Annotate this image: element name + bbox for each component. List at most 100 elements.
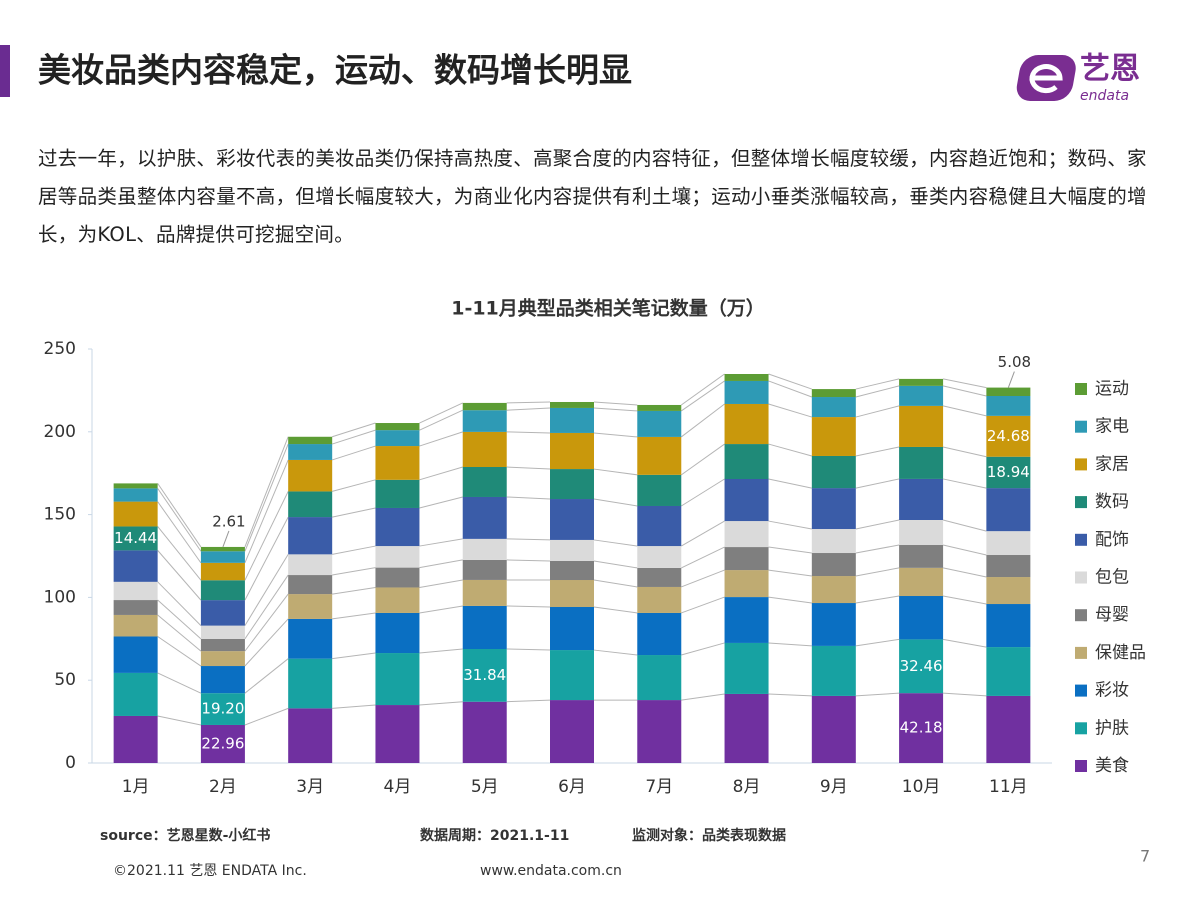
- legend-swatch: [1075, 760, 1087, 772]
- legend-label: 家电: [1095, 417, 1129, 437]
- series-line: [593, 649, 638, 656]
- value-label: 22.96: [201, 734, 244, 752]
- legend-label: 母婴: [1095, 605, 1129, 625]
- bar-segment: [724, 380, 769, 404]
- value-label: 5.08: [998, 353, 1031, 371]
- bar-segment: [288, 491, 333, 518]
- series-line: [332, 612, 376, 620]
- series-line: [855, 567, 900, 577]
- series-line: [244, 707, 289, 726]
- page-title: 美妆品类内容稳定，运动、数码增长明显: [38, 51, 632, 90]
- legend-label: 运动: [1095, 379, 1129, 399]
- bar-segment: [550, 407, 594, 433]
- series-line: [332, 586, 376, 595]
- x-tick-label: 10月: [902, 777, 941, 797]
- url: www.endata.com.cn: [480, 863, 622, 879]
- legend-swatch: [1075, 420, 1087, 433]
- bar-segment: [637, 586, 682, 613]
- series-line: [157, 715, 202, 726]
- bar-segment: [288, 436, 333, 445]
- series-line: [419, 648, 463, 654]
- chart-title: 1-11月典型品类相关笔记数量（万）: [451, 297, 765, 320]
- series-line: [332, 652, 376, 660]
- series-line: [942, 385, 987, 397]
- series-line: [681, 569, 725, 588]
- bar-segment: [811, 603, 856, 646]
- series-line: [768, 380, 812, 398]
- bar-segment: [462, 605, 507, 650]
- bar-segment: [113, 715, 158, 763]
- bar-segment: [113, 672, 158, 716]
- bar-segment: [811, 417, 856, 456]
- bar-segment: [462, 431, 507, 468]
- bar-segment: [986, 395, 1031, 416]
- series-line: [855, 519, 900, 530]
- legend-label: 数码: [1095, 492, 1129, 512]
- bar-segment: [550, 580, 594, 608]
- series-line: [244, 658, 289, 694]
- bar-segment: [288, 575, 333, 595]
- logo-sub: endata: [1080, 88, 1129, 104]
- bar-segment: [200, 724, 245, 763]
- series-line: [681, 520, 725, 547]
- bar-segment: [113, 581, 158, 601]
- series-line: [680, 380, 725, 412]
- series-line: [332, 422, 376, 438]
- label-leader: [1007, 371, 1015, 388]
- bar-segment: [200, 651, 245, 667]
- legend-swatch: [1075, 458, 1087, 471]
- bar-segment: [899, 596, 944, 640]
- bar-segment: [724, 570, 769, 598]
- series-line: [680, 373, 725, 406]
- series-line: [419, 431, 463, 447]
- series-line: [332, 567, 376, 576]
- series-line: [157, 550, 202, 601]
- bar-segment: [550, 469, 594, 500]
- series-line: [244, 554, 289, 626]
- bar-segment: [986, 604, 1031, 648]
- series-line: [244, 443, 289, 552]
- legend-label: 保健品: [1095, 643, 1146, 663]
- bar-segment: [113, 636, 158, 673]
- series-line: [244, 574, 289, 640]
- bar-segment: [550, 560, 594, 581]
- x-tick-label: 8月: [733, 777, 761, 797]
- bar-segment: [637, 612, 682, 656]
- bar-segment: [724, 374, 769, 381]
- series-line: [506, 401, 551, 404]
- series-line: [244, 459, 289, 564]
- bar-segment: [899, 693, 944, 763]
- bar-segment: [986, 456, 1031, 489]
- series-line: [506, 538, 551, 541]
- series-line: [593, 468, 638, 476]
- series-line: [681, 596, 725, 614]
- series-line: [506, 648, 551, 651]
- bar-segment: [113, 614, 158, 637]
- bar-segment: [200, 666, 245, 694]
- series-line: [157, 526, 202, 581]
- series-line: [768, 596, 812, 604]
- value-label: 14.44: [114, 529, 157, 547]
- bar-segment: [986, 555, 1031, 578]
- y-tick-label: 150: [44, 505, 76, 525]
- x-tick-label: 7月: [645, 777, 673, 797]
- legend-label: 护肤: [1095, 718, 1129, 738]
- series-line: [855, 638, 900, 647]
- bar-segment: [637, 410, 682, 437]
- logo-mark: [1016, 55, 1076, 101]
- series-line: [157, 483, 202, 548]
- series-line: [942, 405, 987, 417]
- bar-segment: [899, 405, 944, 447]
- series-line: [681, 642, 725, 656]
- bar-segment: [986, 488, 1031, 532]
- bar-segment: [811, 488, 856, 530]
- series-line: [593, 579, 638, 588]
- bar-segment: [637, 700, 682, 763]
- x-tick-label: 6月: [558, 777, 586, 797]
- series-line: [157, 488, 202, 552]
- series-line: [593, 401, 638, 406]
- bar-segment: [375, 567, 420, 588]
- bar-segment: [637, 505, 682, 547]
